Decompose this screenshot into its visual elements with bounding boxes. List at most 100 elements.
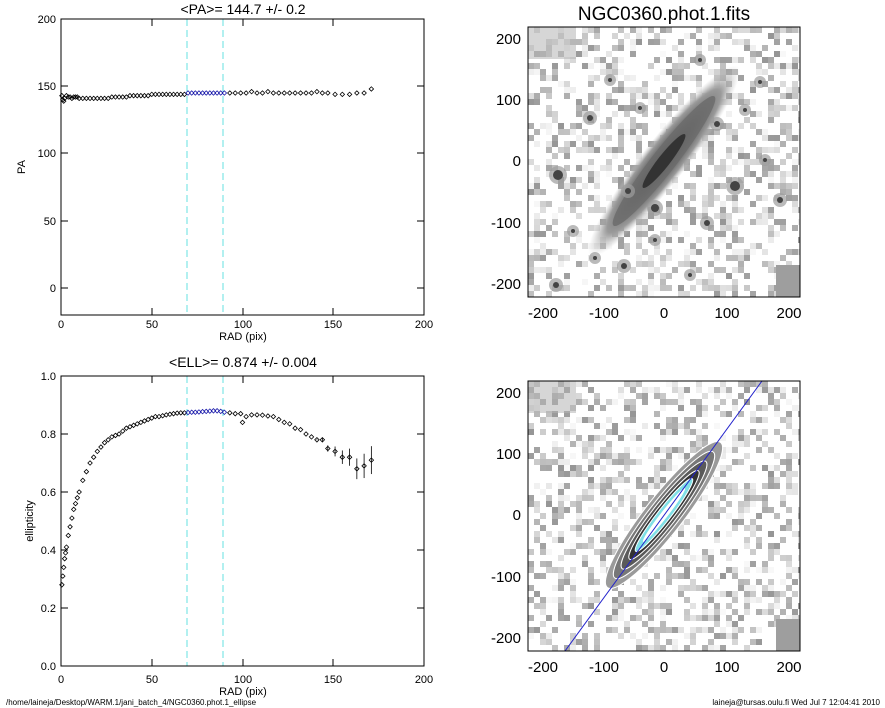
image-noise-pixel	[774, 111, 780, 117]
contour-noise-pixel	[660, 459, 666, 465]
contour-noise-pixel	[624, 495, 630, 501]
contour-noise-pixel	[768, 591, 774, 597]
contour-noise-pixel	[756, 579, 762, 585]
image-noise-pixel	[696, 27, 702, 33]
contour-noise-pixel	[552, 537, 558, 543]
contour-noise-pixel	[642, 597, 648, 603]
image-noise-pixel	[732, 129, 738, 135]
contour-noise-pixel	[726, 633, 732, 639]
contour-noise-pixel	[594, 639, 600, 645]
image-noise-pixel	[672, 183, 678, 189]
contour-noise-pixel	[774, 465, 780, 471]
image-noise-pixel	[732, 135, 738, 141]
pa-y-tick-label-200: 200	[38, 14, 56, 26]
contour-noise-pixel	[792, 471, 798, 477]
contour-noise-pixel	[642, 609, 648, 615]
contour-noise-pixel	[654, 423, 660, 429]
contour-noise-pixel	[690, 441, 696, 447]
image-noise-pixel	[540, 189, 546, 195]
image-noise-pixel	[624, 243, 630, 249]
contour-noise-pixel	[720, 399, 726, 405]
image-noise-pixel	[780, 27, 786, 33]
image-noise-pixel	[690, 219, 696, 225]
image-noise-pixel	[726, 255, 732, 261]
contour-noise-pixel	[594, 597, 600, 603]
contour-noise-pixel	[576, 471, 582, 477]
image-noise-pixel	[636, 255, 642, 261]
contour-noise-pixel	[594, 549, 600, 555]
image-noise-pixel	[762, 195, 768, 201]
contour-noise-pixel	[588, 447, 594, 453]
image-noise-pixel	[708, 45, 714, 51]
image-noise-pixel	[630, 135, 636, 141]
pa-point	[123, 94, 130, 100]
contour-noise-pixel	[528, 561, 534, 567]
contour-noise-pixel	[648, 627, 654, 633]
image-noise-pixel	[756, 213, 762, 219]
contour-noise-pixel	[612, 507, 618, 513]
contour-noise-pixel	[576, 381, 582, 387]
contour-noise-pixel	[690, 531, 696, 537]
contour-noise-pixel	[594, 459, 600, 465]
contour-noise-pixel	[618, 501, 624, 507]
image-noise-pixel	[738, 123, 744, 129]
contour-noise-pixel	[786, 603, 792, 609]
contour-noise-pixel	[786, 567, 792, 573]
contour-noise-pixel	[546, 417, 552, 423]
contour-noise-pixel	[600, 561, 606, 567]
image-noise-pixel	[738, 267, 744, 273]
contour-noise-pixel	[594, 513, 600, 519]
image-noise-pixel	[720, 213, 726, 219]
contour-noise-pixel	[660, 435, 666, 441]
image-noise-pixel	[570, 243, 576, 249]
contour-noise-pixel	[750, 585, 756, 591]
pa-point	[368, 86, 375, 92]
ell-point	[248, 412, 255, 418]
contour-noise-pixel	[720, 495, 726, 501]
pa-point	[188, 90, 195, 96]
contour-noise-pixel	[654, 393, 660, 399]
image-noise-pixel	[714, 39, 720, 45]
field-star	[653, 238, 657, 242]
image-noise-pixel	[684, 231, 690, 237]
image-noise-pixel	[792, 57, 798, 63]
image-noise-pixel	[732, 285, 738, 291]
contour-noise-pixel	[564, 411, 570, 417]
image-noise-pixel	[678, 69, 684, 75]
image-noise-pixel	[690, 189, 696, 195]
contour-noise-pixel	[528, 495, 534, 501]
image-noise-pixel	[528, 69, 534, 75]
contour-noise-pixel	[762, 441, 768, 447]
image-noise-pixel	[594, 201, 600, 207]
contour-noise-pixel	[672, 423, 678, 429]
contour-noise-pixel	[678, 591, 684, 597]
image-noise-pixel	[594, 195, 600, 201]
pa-point	[248, 88, 255, 95]
image-noise-pixel	[660, 87, 666, 93]
contour-noise-pixel	[786, 441, 792, 447]
image-noise-pixel	[678, 57, 684, 63]
contour-noise-pixel	[762, 507, 768, 513]
pa-point	[163, 91, 170, 98]
image-noise-pixel	[798, 249, 800, 255]
image-noise-pixel	[774, 135, 780, 141]
image-noise-pixel	[624, 75, 630, 81]
image-noise-pixel	[636, 135, 642, 141]
image-noise-pixel	[738, 147, 744, 153]
ell-point	[127, 423, 133, 430]
image-noise-pixel	[618, 81, 624, 87]
image-noise-pixel	[576, 99, 582, 105]
image-noise-pixel	[672, 219, 678, 225]
contour-corner-blob	[528, 381, 576, 413]
contour-noise-pixel	[612, 477, 618, 483]
contour-noise-pixel	[696, 615, 702, 621]
contour-noise-pixel	[624, 417, 630, 423]
contour-noise-pixel	[732, 597, 738, 603]
image-noise-pixel	[738, 57, 744, 63]
contour-noise-pixel	[798, 411, 800, 417]
image-noise-pixel	[564, 285, 570, 291]
contour-noise-pixel	[798, 537, 800, 543]
image-noise-pixel	[552, 213, 558, 219]
contour-noise-pixel	[756, 435, 762, 441]
contour-noise-pixel	[546, 597, 552, 603]
